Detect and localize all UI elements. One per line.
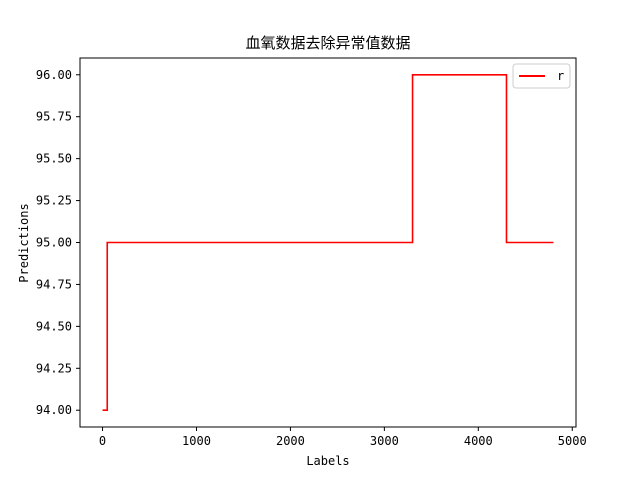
y-tick-label: 94.00 [36,403,72,417]
y-axis-title: Predictions [17,203,31,282]
series-line-r [102,73,554,412]
x-tick-label: 5000 [558,434,587,448]
chart-title: 血氧数据去除异常值数据 [245,34,410,52]
y-tick-label: 94.75 [36,277,72,291]
x-tick-label: 0 [99,434,106,448]
x-axis-title: Labels [306,454,349,468]
x-tick-label: 1000 [182,434,211,448]
legend-label-r: r [557,69,564,83]
y-tick-label: 95.25 [36,194,72,208]
x-tick-label: 2000 [276,434,305,448]
y-tick-label: 94.25 [36,361,72,375]
y-tick-label: 96.00 [36,68,72,82]
y-tick-label: 94.50 [36,319,72,333]
x-tick-label: 4000 [464,434,493,448]
x-tick-label: 3000 [370,434,399,448]
legend: r [512,63,571,89]
y-tick-label: 95.75 [36,110,72,124]
y-axis-ticks: 94.00 94.25 94.50 94.75 95.00 95.25 95.50 95.75… [36,68,80,417]
y-tick-label: 95.50 [36,152,72,166]
series-layer [102,73,554,412]
x-axis-ticks: 0 1000 2000 3000 4000 5000 [99,427,587,448]
y-tick-label: 95.00 [36,236,72,250]
